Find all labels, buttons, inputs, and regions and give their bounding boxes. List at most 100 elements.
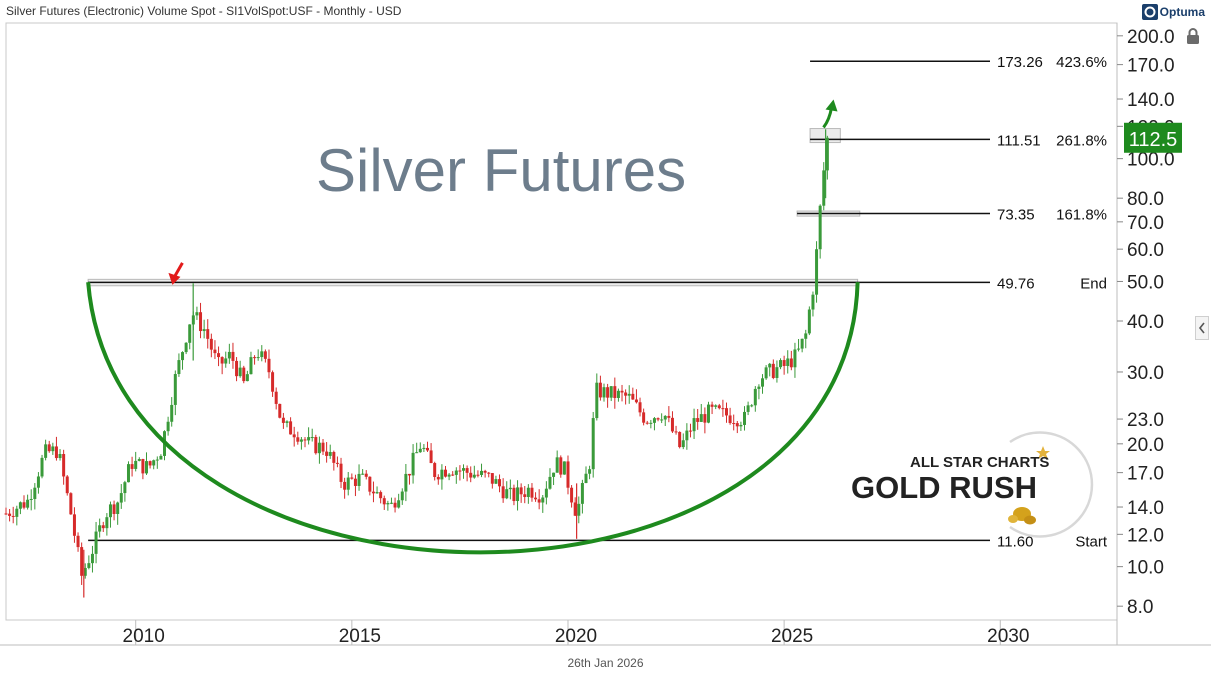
candle-body	[793, 349, 797, 368]
candle-body	[764, 367, 768, 379]
y-tick-label: 20.0	[1127, 435, 1164, 456]
optuma-logo: Optuma	[1141, 3, 1205, 21]
candle-body	[782, 360, 786, 366]
candle-body	[72, 514, 76, 536]
candle-body	[278, 403, 282, 418]
candle-body	[624, 392, 628, 396]
candle-body	[332, 452, 336, 463]
candle-body	[696, 418, 700, 422]
candle-body	[523, 494, 527, 497]
candle-body	[425, 447, 429, 451]
candle-body	[296, 437, 300, 442]
candle-body	[364, 473, 368, 477]
candle-body	[490, 473, 494, 484]
candle-body	[681, 440, 685, 448]
candle-body	[642, 412, 646, 423]
candle-body	[721, 408, 725, 410]
y-tick-label: 100.0	[1127, 150, 1175, 171]
candle-body	[462, 468, 466, 471]
grid-lines	[0, 22, 1211, 646]
candle-body	[548, 476, 552, 489]
level-price-label: 11.60	[997, 533, 1033, 550]
candle-body	[537, 499, 541, 503]
candle-body	[580, 483, 584, 504]
candle-body	[36, 476, 40, 488]
candle-body	[436, 476, 440, 480]
y-tick-label: 60.0	[1127, 240, 1164, 261]
candle-body	[566, 461, 570, 488]
candle-body	[206, 329, 210, 339]
candle-body	[822, 170, 826, 206]
level-labels: 173.26 423.6% 111.51 261.8% 73.35 161.8% 49.76…	[997, 54, 1108, 550]
candle-body	[613, 386, 617, 398]
candle-body	[202, 329, 206, 332]
y-tick-label: 30.0	[1127, 363, 1164, 384]
candle-body	[242, 367, 246, 382]
candle-body	[321, 442, 325, 452]
candle-body	[152, 460, 156, 466]
candle-body	[800, 338, 804, 349]
candle-body	[710, 404, 714, 407]
candle-body	[746, 405, 750, 412]
candle-body	[80, 547, 84, 576]
candle-body	[299, 439, 303, 442]
candle-body	[281, 417, 285, 423]
candle-body	[670, 417, 674, 432]
candle-body	[440, 469, 444, 480]
candle-body	[638, 402, 642, 413]
candle-body	[15, 508, 19, 517]
collapse-panel-icon[interactable]	[1195, 316, 1209, 340]
optuma-logo-text: Optuma	[1159, 5, 1205, 19]
candle-body	[101, 525, 105, 529]
candle-body	[90, 553, 94, 564]
candle-body	[667, 415, 671, 418]
candle-body	[47, 444, 51, 452]
candle-body	[400, 491, 404, 501]
candle-body	[87, 563, 91, 568]
candle-body	[195, 312, 199, 316]
candle-body	[339, 463, 343, 482]
candle-body	[148, 461, 152, 466]
candle-body	[18, 502, 22, 509]
candle-body	[786, 358, 790, 366]
red-arrow-shaft	[173, 262, 184, 278]
candle-body	[29, 498, 33, 500]
candle-body	[645, 422, 649, 424]
candle-body	[685, 430, 689, 441]
candle-body	[144, 461, 148, 474]
candle-body	[307, 437, 311, 441]
candle-body	[325, 451, 329, 456]
candle-body	[217, 353, 221, 358]
x-tick-label: 2010	[123, 626, 165, 647]
candle-body	[789, 358, 793, 368]
candle-body	[797, 348, 801, 350]
candle-body	[181, 352, 185, 361]
candle-body	[379, 492, 383, 499]
lock-icon[interactable]	[1183, 26, 1203, 46]
candle-body	[588, 469, 592, 474]
candle-body	[660, 419, 664, 421]
candle-body	[703, 414, 707, 423]
candle-body	[620, 390, 624, 393]
candle-body	[238, 367, 242, 377]
candle-body	[116, 502, 120, 514]
candle-body	[584, 473, 588, 484]
y-tick-label: 8.0	[1127, 597, 1153, 618]
logo-swoosh	[1009, 431, 1094, 538]
y-tick-label: 50.0	[1127, 272, 1164, 293]
candle-body	[317, 442, 321, 454]
candle-body	[415, 452, 419, 454]
candle-body	[235, 360, 239, 377]
candle-body	[263, 351, 267, 359]
candle-body	[757, 386, 761, 389]
candle-body	[692, 418, 696, 432]
candle-body	[494, 479, 498, 484]
candle-body	[26, 499, 30, 508]
y-tick-label: 23.0	[1127, 410, 1164, 431]
candle-body	[598, 382, 602, 398]
last-price-badge: 112.5	[1124, 122, 1182, 153]
candle-body	[483, 470, 487, 473]
candle-body	[804, 333, 808, 339]
candle-body	[224, 358, 228, 364]
candle-body	[750, 405, 754, 407]
